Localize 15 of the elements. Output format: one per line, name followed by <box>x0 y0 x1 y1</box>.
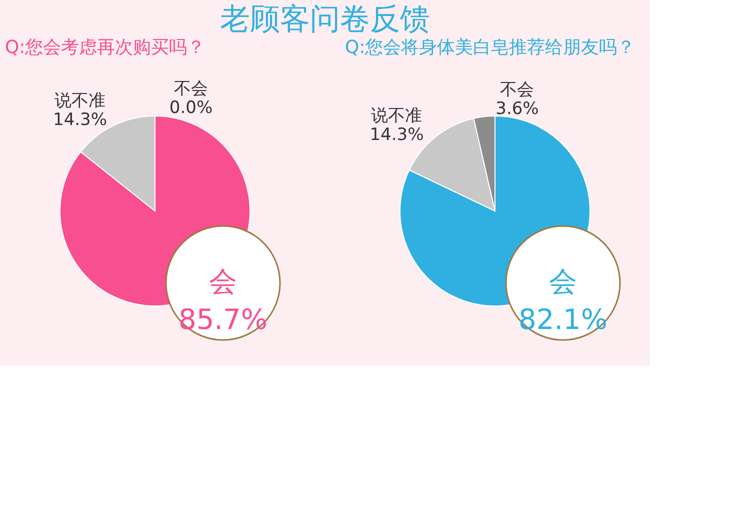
chart-title: Q:您会考虑再次购买吗？ <box>5 37 206 58</box>
data-label: 14.3% <box>53 110 108 130</box>
data-label: 82.1% <box>518 303 608 336</box>
chart-title: Q:您会将身体美白皂推荐给朋友吗？ <box>345 37 636 58</box>
slice-label: 不会 <box>500 80 534 100</box>
slice-label: 会 <box>549 265 577 298</box>
data-label: 3.6% <box>496 98 539 119</box>
data-label: 14.3% <box>370 124 424 145</box>
text: 老顾客问卷反馈 <box>220 2 430 37</box>
data-label: 85.7% <box>178 303 268 336</box>
slice-label: 说不准 <box>371 106 422 126</box>
category-label: 不会 <box>174 79 208 99</box>
slice-label: 说不准 <box>54 91 106 112</box>
slice-label: 会 <box>209 265 237 298</box>
text: 0.0% <box>169 98 213 118</box>
